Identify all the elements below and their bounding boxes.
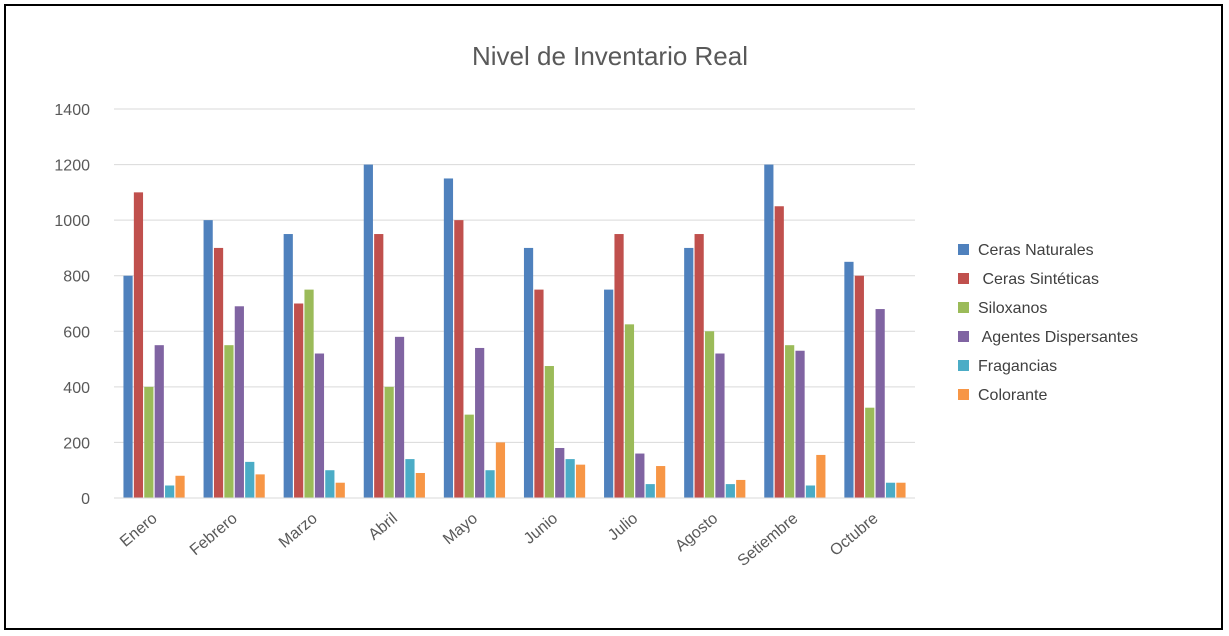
legend-swatch <box>958 331 969 342</box>
bar <box>234 306 244 498</box>
bar <box>885 482 896 498</box>
x-tick-label: Julio <box>605 510 641 544</box>
y-tick-label: 600 <box>63 324 90 341</box>
legend-label: Colorante <box>978 387 1047 404</box>
bar <box>294 303 304 498</box>
legend-label: Siloxanos <box>978 300 1047 317</box>
bar <box>805 485 816 498</box>
bar <box>704 331 715 498</box>
bar <box>325 470 335 498</box>
bar <box>604 289 614 498</box>
bar <box>645 484 655 498</box>
bar <box>785 345 795 498</box>
bar <box>575 464 586 498</box>
y-tick-label: 400 <box>63 380 90 397</box>
bar <box>555 447 565 498</box>
bar <box>624 324 635 498</box>
bar <box>534 289 544 498</box>
bar <box>175 475 185 498</box>
bar <box>133 192 144 498</box>
y-tick-label: 1400 <box>54 102 90 119</box>
bar <box>405 459 415 498</box>
x-tick-label: Agosto <box>672 510 721 555</box>
legend-swatch <box>958 360 969 371</box>
bar <box>614 234 624 499</box>
x-tick-label: Setiembre <box>735 510 802 570</box>
bar <box>144 386 154 498</box>
bar <box>283 234 293 499</box>
bar <box>635 453 645 498</box>
x-tick-label: Marzo <box>276 510 321 552</box>
bar <box>384 386 394 498</box>
bar <box>715 353 725 498</box>
bar <box>165 485 175 498</box>
bar <box>694 234 704 499</box>
bar <box>443 178 454 498</box>
bar <box>844 261 854 498</box>
bar <box>213 247 224 498</box>
bar <box>736 479 746 498</box>
bar <box>123 275 133 498</box>
bar <box>255 474 265 498</box>
legend-swatch <box>958 389 969 400</box>
y-tick-label: 1000 <box>54 213 90 230</box>
legend-label: Ceras Sintéticas <box>978 271 1099 288</box>
legend-swatch <box>958 302 969 313</box>
bar <box>363 164 373 499</box>
legend-label: Ceras Naturales <box>978 242 1094 259</box>
bar <box>875 309 885 498</box>
bar <box>495 442 506 498</box>
bar <box>656 466 666 498</box>
bar <box>475 347 485 498</box>
bar <box>224 345 234 498</box>
x-tick-label: Mayo <box>440 510 481 548</box>
chart-title: Nivel de Inventario Real <box>472 41 748 71</box>
bar <box>374 234 384 499</box>
x-tick-label: Enero <box>117 510 161 551</box>
legend-label: Agentes Dispersantes <box>978 329 1138 346</box>
y-tick-label: 0 <box>81 491 90 508</box>
y-axis-ticks: 0 200 400 600 800 1000 1200 1400 <box>54 102 90 508</box>
bar <box>304 289 314 498</box>
x-tick-label: Junio <box>521 510 561 548</box>
bar <box>896 482 906 498</box>
x-axis-ticks: Enero Febrero Marzo Abril Mayo Junio Julio Agos… <box>117 510 882 570</box>
bar <box>335 482 345 498</box>
legend-label: Fragancias <box>978 358 1057 375</box>
bar <box>485 470 495 498</box>
bar <box>565 459 575 498</box>
bar <box>523 247 534 498</box>
bar <box>684 247 694 498</box>
legend: Ceras Naturales Ceras Sintéticas Siloxano… <box>958 242 1138 404</box>
y-tick-label: 800 <box>63 269 90 286</box>
bar <box>865 407 875 498</box>
y-tick-label: 1200 <box>54 158 90 175</box>
bars <box>123 164 906 499</box>
bar <box>854 275 864 498</box>
bar <box>154 345 164 498</box>
bar <box>544 366 554 498</box>
gridlines <box>114 108 915 443</box>
bar <box>203 220 213 498</box>
bar <box>816 454 826 498</box>
bar <box>764 164 774 499</box>
legend-swatch <box>958 244 969 255</box>
bar <box>245 461 255 498</box>
bar <box>454 220 464 498</box>
legend-swatch <box>958 273 969 284</box>
x-tick-label: Abril <box>365 510 400 544</box>
bar <box>774 206 784 498</box>
bar <box>464 414 474 498</box>
bar <box>314 353 325 498</box>
x-tick-label: Febrero <box>187 510 241 559</box>
bar <box>795 350 805 498</box>
bar <box>415 472 425 498</box>
x-tick-label: Octubre <box>827 510 882 560</box>
bar <box>725 484 735 498</box>
y-tick-label: 200 <box>63 435 90 452</box>
bar <box>394 336 405 498</box>
